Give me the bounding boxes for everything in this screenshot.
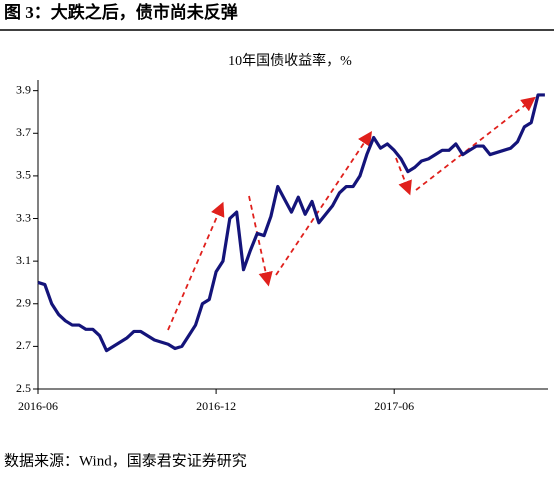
x-tick-label: 2016-06 — [18, 399, 58, 413]
y-tick-label: 2.5 — [16, 381, 31, 395]
y-tick-label: 3.5 — [16, 168, 31, 182]
x-tick-label: 2016-12 — [196, 399, 236, 413]
chart-title: 10年国债收益率，% — [228, 52, 352, 69]
source-note: 数据来源：Wind，国泰君安证券研究 — [4, 452, 247, 469]
line-series — [37, 93, 545, 353]
y-tick-label: 3.3 — [16, 210, 31, 224]
x-tick-label: 2017-06 — [374, 399, 414, 413]
figure-title: 图 3：大跌之后，债市尚未反弹 — [4, 2, 238, 22]
y-tick-label: 2.9 — [16, 296, 31, 310]
y-tick-label: 3.7 — [16, 125, 31, 139]
y-tick-label: 2.7 — [16, 338, 31, 352]
trend-arrows — [167, 96, 536, 331]
y-tick-label: 3.1 — [16, 253, 31, 267]
y-tick-label: 3.9 — [16, 82, 31, 96]
